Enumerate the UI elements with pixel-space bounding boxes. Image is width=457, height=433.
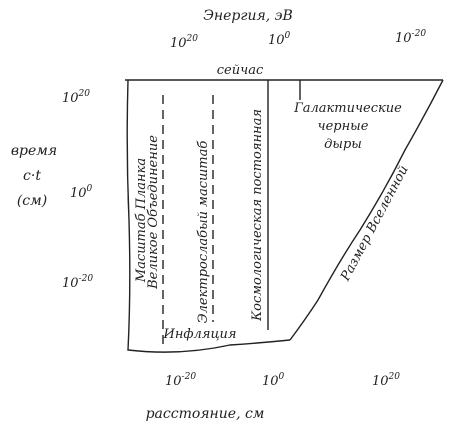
cosmological-label: Космологическая постоянная [250,109,265,322]
tick-exponent: 20 [186,34,199,44]
black-holes-label: Галактические [293,101,402,116]
tick-label: 10-20 [395,29,426,46]
tick-base: 10 [170,36,187,51]
tick-exponent: 0 [87,184,93,194]
black-holes-label: черные [318,119,369,134]
boundary [126,79,291,353]
tick-label: 10-20 [62,274,93,291]
tick-label: 1020 [62,89,90,106]
tick-base: 10 [268,33,285,48]
left-axis-title: время [11,143,57,159]
tick-exponent: 0 [285,31,291,41]
tick-base: 10 [70,186,87,201]
left-axis-title: (см) [17,193,47,209]
tick-exponent: 0 [279,372,285,382]
tick-label: 1020 [170,34,198,51]
electroweak-label: Электрослабый масштаб [196,141,211,324]
tick-label: 100 [70,184,93,201]
gut-label: Великое Объединение [146,135,161,290]
top-axis-title: Энергия, эВ [203,8,293,24]
tick-base: 10 [372,374,389,389]
tick-label: 100 [268,31,291,48]
tick-exponent: -20 [79,274,94,284]
tick-base: 10 [395,31,412,46]
universe-size-label: Размер Вселенной [338,163,412,284]
universe-size-line [289,79,444,341]
tick-exponent: -20 [182,372,197,382]
tick-label: 10-20 [165,372,196,389]
bottom-axis-title: расстояние, см [146,406,265,422]
tick-exponent: -20 [412,29,427,39]
tick-base: 10 [62,276,79,291]
tick-base: 10 [262,374,279,389]
tick-base: 10 [165,374,182,389]
black-holes-label: дыры [324,137,362,152]
tick-exponent: 20 [78,89,91,99]
tick-base: 10 [62,91,79,106]
now-label: сейчас [217,63,264,78]
planck-label: Масштаб Планка [134,158,149,283]
tick-label: 1020 [372,372,400,389]
tick-exponent: 20 [388,372,401,382]
inflation-label: Инфляция [162,327,236,342]
tick-label: 100 [262,372,285,389]
left-axis-title: c·t [23,168,41,184]
